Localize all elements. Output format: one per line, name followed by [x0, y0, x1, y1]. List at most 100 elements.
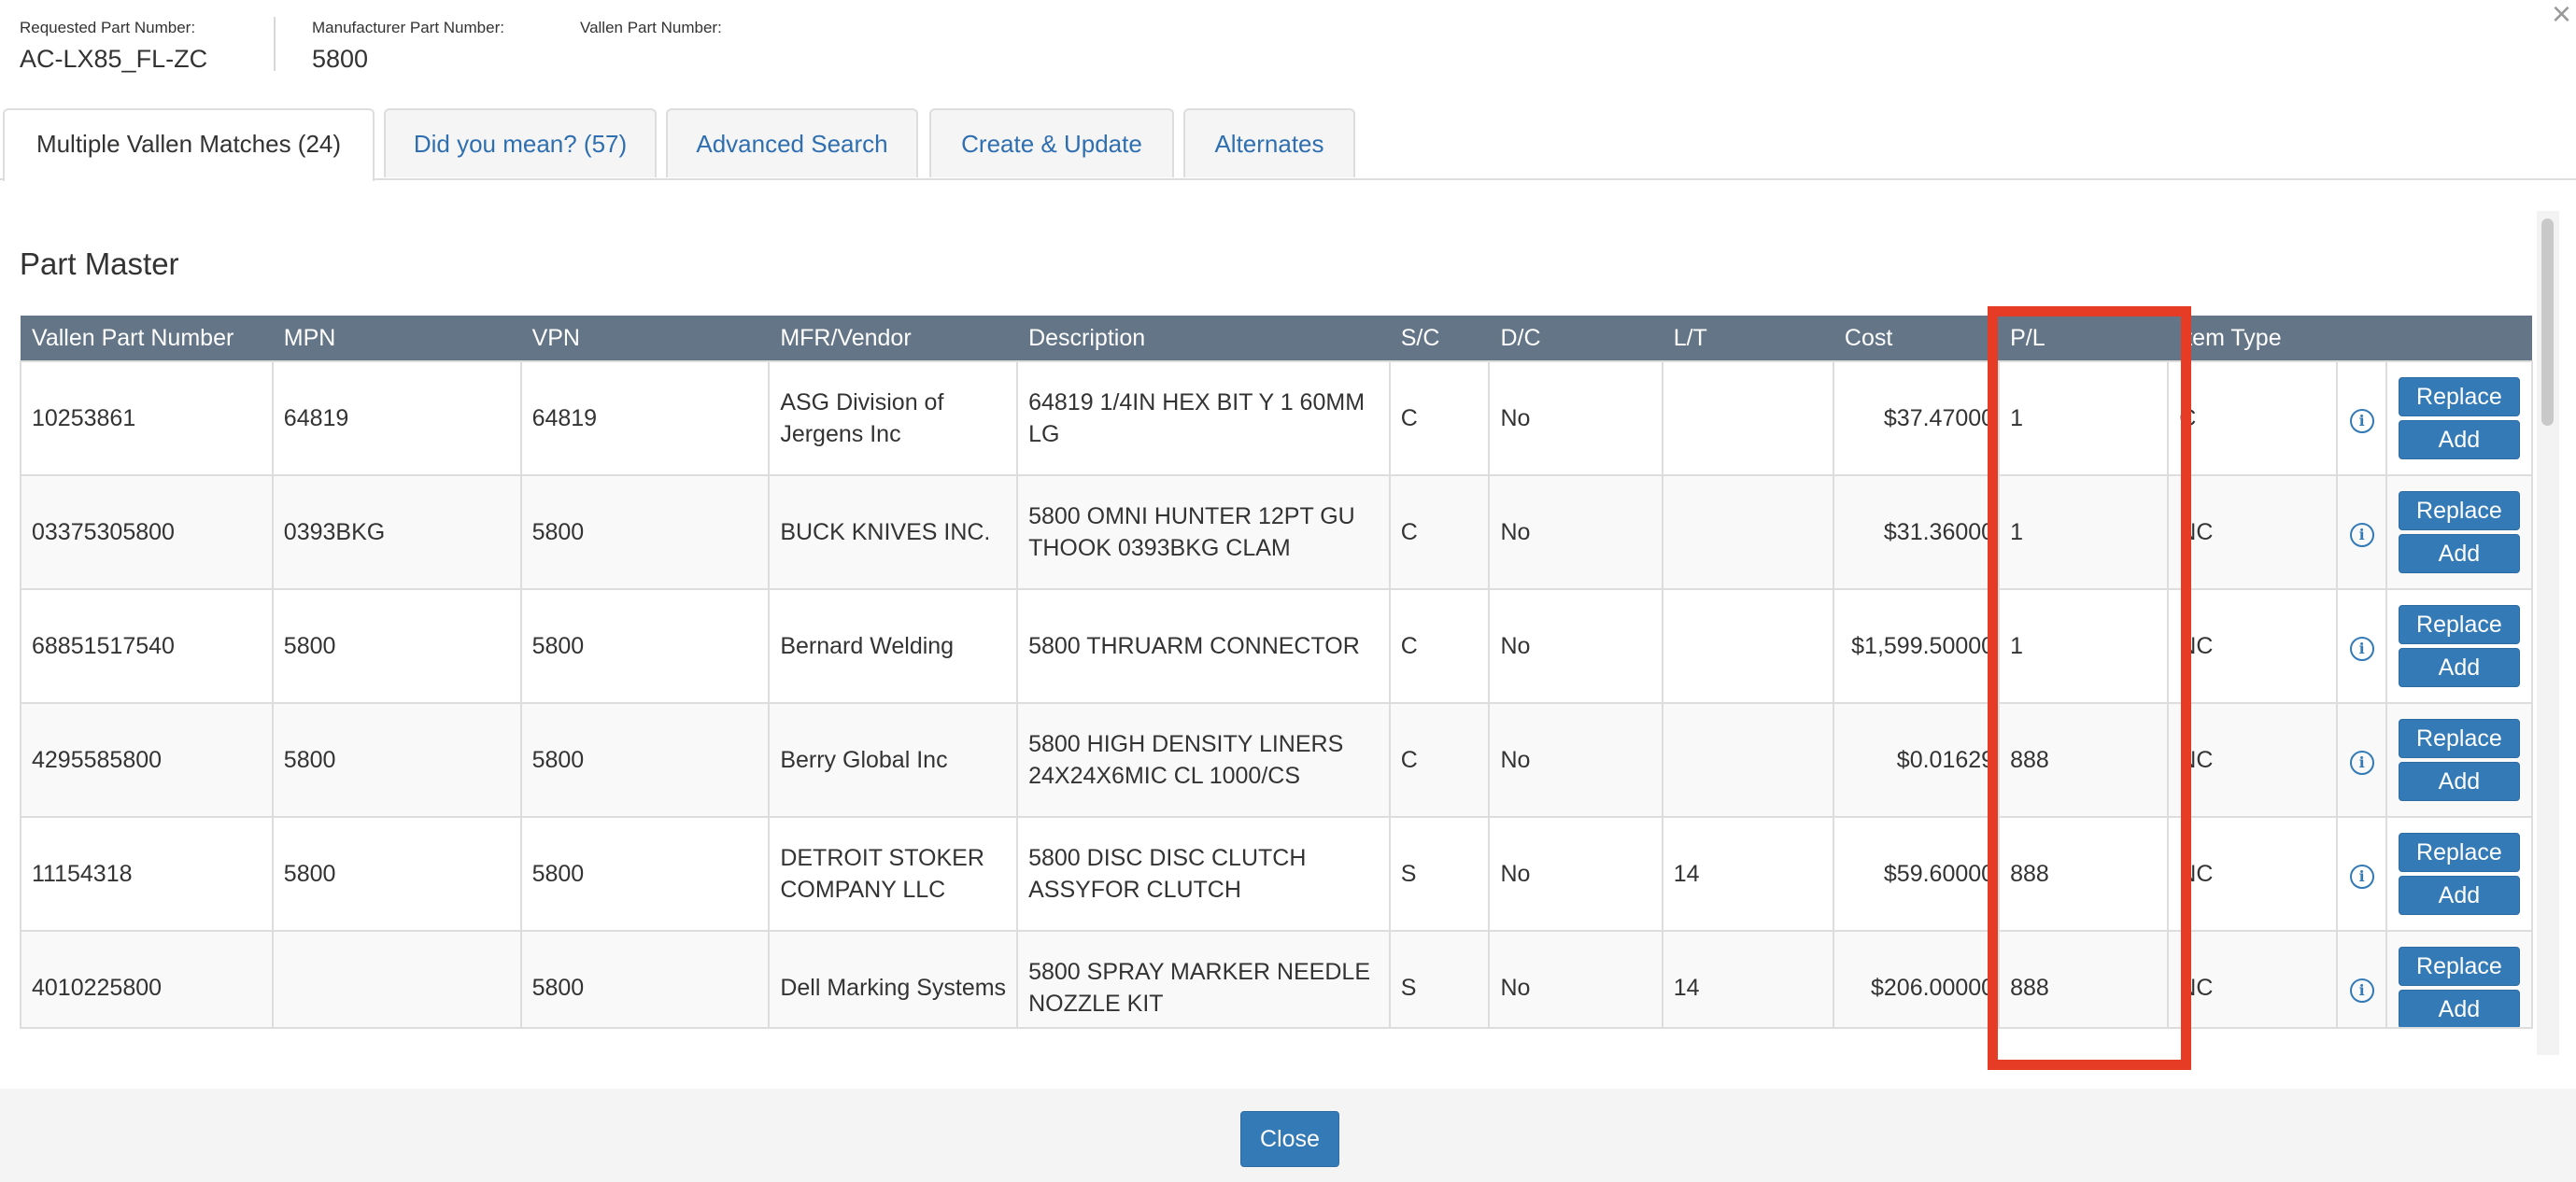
item-type-cell: NC	[2167, 816, 2339, 932]
add-button[interactable]: Add	[2398, 420, 2520, 459]
actions-cell: Replace Add	[2385, 474, 2533, 590]
column-header-info	[2337, 316, 2386, 361]
add-button[interactable]: Add	[2398, 648, 2520, 687]
table-row: 4010225800 5800 Dell Marking Systems 5800 S…	[20, 930, 2533, 1027]
manufacturer-part-value: 5800	[312, 45, 369, 73]
column-header[interactable]: Vallen Part Number	[21, 316, 273, 361]
column-header[interactable]: Description	[1017, 316, 1390, 361]
description-cell: 5800 OMNI HUNTER 12PT GU THOOK 0393BKG C…	[1016, 474, 1391, 590]
tab-bar: Multiple Vallen Matches (24) Did you mea…	[0, 108, 2576, 181]
cost-cell: $0.01629	[1832, 702, 2001, 818]
mpn-cell: 64819	[271, 360, 522, 476]
tab-alternates[interactable]: Alternates	[1183, 108, 1355, 177]
item-type-cell: C	[2167, 360, 2339, 476]
column-header[interactable]: P/L	[1999, 316, 2169, 361]
column-header[interactable]: D/C	[1489, 316, 1663, 361]
requested-part-field: Requested Part Number: AC-LX85_FL-ZC	[20, 19, 207, 74]
manufacturer-part-label: Manufacturer Part Number:	[312, 19, 504, 36]
item-type-cell: NC	[2167, 588, 2339, 704]
replace-button[interactable]: Replace	[2398, 947, 2520, 986]
requested-part-label: Requested Part Number:	[20, 19, 196, 36]
vallen-part-field: Vallen Part Number:	[580, 19, 722, 37]
pl-cell: 1	[1998, 474, 2170, 590]
actions-cell: Replace Add	[2385, 930, 2533, 1027]
replace-button[interactable]: Replace	[2398, 719, 2520, 758]
section-title: Part Master	[20, 246, 179, 281]
description-cell: 5800 HIGH DENSITY LINERS 24X24X6MIC CL 1…	[1016, 702, 1391, 818]
replace-button[interactable]: Replace	[2398, 491, 2520, 530]
replace-button[interactable]: Replace	[2398, 605, 2520, 644]
column-header[interactable]: S/C	[1389, 316, 1490, 361]
description-cell: 5800 DISC DISC CLUTCH ASSYFOR CLUTCH	[1016, 816, 1391, 932]
mfr-vendor-cell: ASG Division of Jergens Inc	[768, 360, 1019, 476]
add-button[interactable]: Add	[2398, 762, 2520, 801]
tab-multiple-vallen-matches[interactable]: Multiple Vallen Matches (24)	[3, 108, 375, 181]
cost-cell: $206.00000	[1832, 930, 2001, 1027]
info-cell: i	[2336, 360, 2387, 476]
column-header[interactable]: Item Type	[2168, 316, 2338, 361]
vallen-part-number-cell: 68851517540	[20, 588, 274, 704]
replace-button[interactable]: Replace	[2398, 377, 2520, 416]
actions-cell: Replace Add	[2385, 360, 2533, 476]
table-scrollbar[interactable]	[2537, 211, 2559, 1055]
lt-cell	[1661, 474, 1834, 590]
dc-cell: No	[1488, 588, 1663, 704]
info-cell: i	[2336, 588, 2387, 704]
column-header[interactable]: Cost	[1833, 316, 2000, 361]
sc-cell: C	[1388, 360, 1491, 476]
column-header-actions	[2385, 316, 2532, 361]
column-header[interactable]: L/T	[1662, 316, 1833, 361]
info-circle-icon[interactable]: i	[2349, 978, 2374, 1003]
tab-advanced-search[interactable]: Advanced Search	[666, 108, 918, 177]
column-header[interactable]: VPN	[520, 316, 770, 361]
table-row: 03375305800 0393BKG 5800 BUCK KNIVES INC. 58…	[20, 474, 2533, 590]
close-button[interactable]: Close	[1240, 1111, 1339, 1167]
table-row: 68851517540 5800 5800 Bernard Welding 5800 T…	[20, 588, 2533, 704]
column-header[interactable]: MPN	[272, 316, 521, 361]
column-header[interactable]: MFR/Vendor	[769, 316, 1018, 361]
dc-cell: No	[1488, 816, 1663, 932]
table-row: 11154318 5800 5800 DETROIT STOKER COMPANY L…	[20, 816, 2533, 932]
info-cell: i	[2336, 474, 2387, 590]
lt-cell: 14	[1661, 816, 1834, 932]
cost-cell: $31.36000	[1832, 474, 2001, 590]
mfr-vendor-cell: Dell Marking Systems	[768, 930, 1019, 1027]
add-button[interactable]: Add	[2398, 876, 2520, 915]
pl-cell: 1	[1998, 360, 2170, 476]
add-button[interactable]: Add	[2398, 990, 2520, 1027]
sc-cell: S	[1388, 930, 1491, 1027]
info-circle-icon[interactable]: i	[2349, 865, 2374, 889]
vpn-cell: 5800	[519, 588, 771, 704]
sc-cell: C	[1388, 588, 1491, 704]
info-circle-icon[interactable]: i	[2349, 409, 2374, 433]
info-cell: i	[2336, 930, 2387, 1027]
manufacturer-part-field: Manufacturer Part Number: 5800	[312, 19, 504, 74]
vallen-part-number-cell: 03375305800	[20, 474, 274, 590]
add-button[interactable]: Add	[2398, 534, 2520, 573]
vallen-part-label: Vallen Part Number:	[580, 19, 722, 36]
lt-cell	[1661, 702, 1834, 818]
lt-cell	[1661, 360, 1834, 476]
tab-create-update[interactable]: Create & Update	[929, 108, 1174, 177]
item-type-cell: NC	[2167, 474, 2339, 590]
tab-did-you-mean[interactable]: Did you mean? (57)	[384, 108, 657, 177]
pl-cell: 888	[1998, 930, 2170, 1027]
close-icon[interactable]: ×	[2552, 0, 2572, 33]
mpn-cell: 5800	[271, 588, 522, 704]
actions-cell: Replace Add	[2385, 816, 2533, 932]
replace-button[interactable]: Replace	[2398, 833, 2520, 872]
cost-cell: $59.60000	[1832, 816, 2001, 932]
info-cell: i	[2336, 816, 2387, 932]
description-cell: 5800 THRUARM CONNECTOR	[1016, 588, 1391, 704]
vpn-cell: 64819	[519, 360, 771, 476]
vpn-cell: 5800	[519, 474, 771, 590]
info-circle-icon[interactable]: i	[2349, 523, 2374, 547]
scrollbar-thumb[interactable]	[2541, 218, 2554, 426]
info-circle-icon[interactable]: i	[2349, 637, 2374, 661]
info-circle-icon[interactable]: i	[2349, 751, 2374, 775]
sc-cell: C	[1388, 474, 1491, 590]
dc-cell: No	[1488, 702, 1663, 818]
mfr-vendor-cell: DETROIT STOKER COMPANY LLC	[768, 816, 1019, 932]
sc-cell: C	[1388, 702, 1491, 818]
vallen-part-number-cell: 4295585800	[20, 702, 274, 818]
